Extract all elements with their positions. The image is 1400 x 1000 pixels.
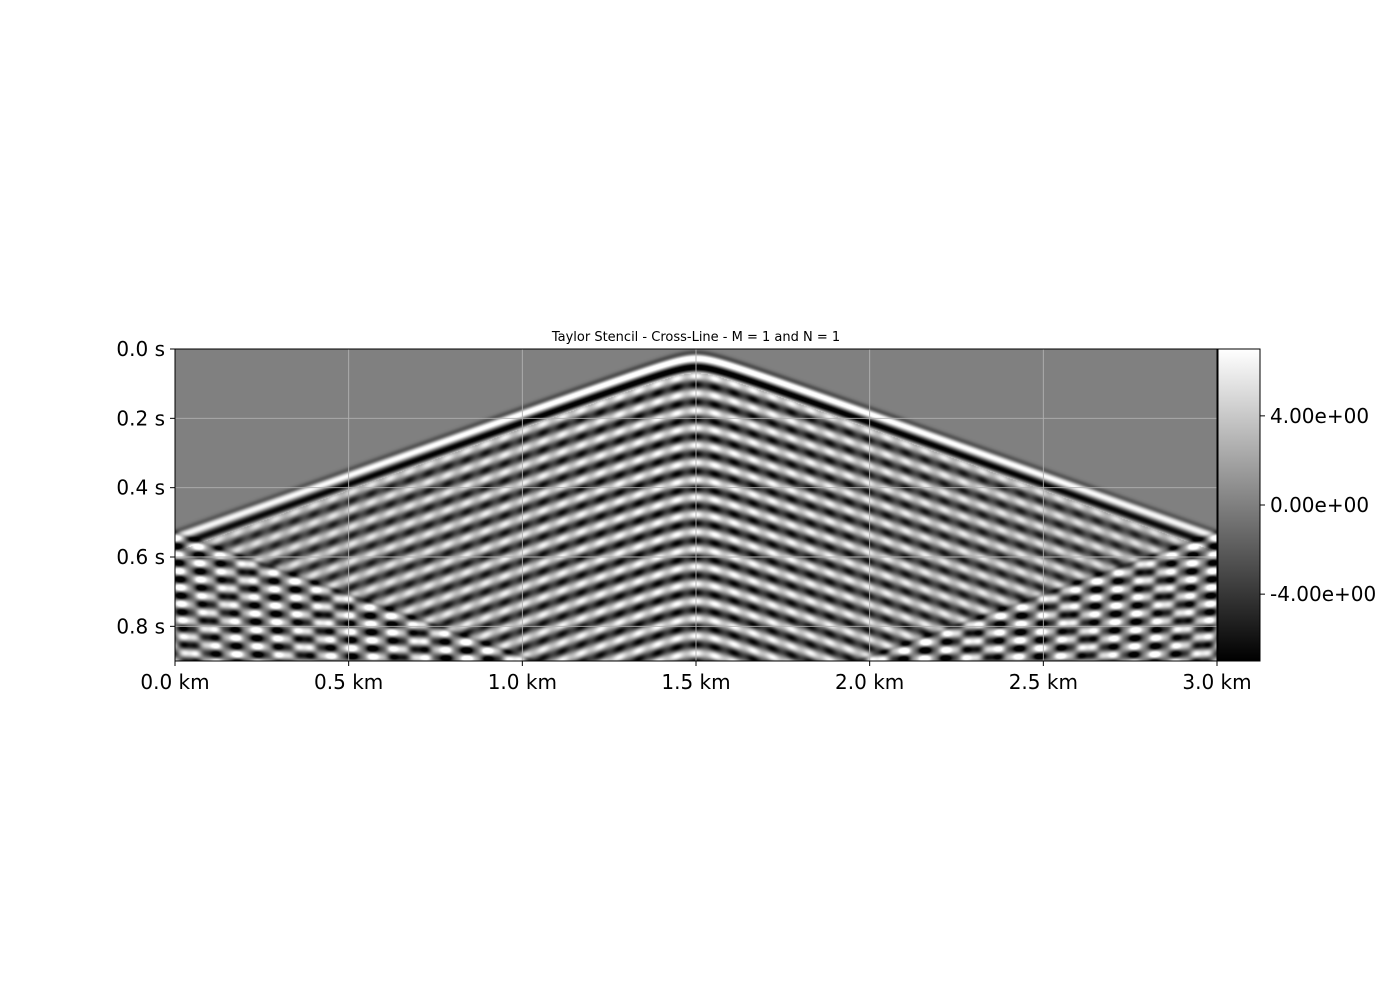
colorbar: 4.00e+00 0.00e+00 -4.00e+00	[1217, 348, 1376, 662]
x-tick-label: 2.0 km	[835, 670, 904, 694]
x-tick-label: 1.0 km	[488, 670, 557, 694]
y-tick-label: 0.0 s	[116, 337, 165, 361]
y-tick-label: 0.8 s	[116, 614, 165, 638]
colorbar-ticks: 4.00e+00 0.00e+00 -4.00e+00	[1260, 404, 1376, 606]
colorbar-tick-label: 4.00e+00	[1270, 404, 1369, 428]
colorbar-tick-label: 0.00e+00	[1270, 493, 1369, 517]
x-tick-label: 0.0 km	[140, 670, 209, 694]
y-tick-label: 0.6 s	[116, 545, 165, 569]
chart-title: Taylor Stencil - Cross-Line - M = 1 and …	[551, 330, 840, 345]
x-tick-label: 3.0 km	[1182, 670, 1251, 694]
y-tick-label: 0.4 s	[116, 476, 165, 500]
colorbar-gradient	[1217, 348, 1261, 662]
x-tick-label: 1.5 km	[661, 670, 730, 694]
x-tick-label: 0.5 km	[314, 670, 383, 694]
x-tick-label: 2.5 km	[1009, 670, 1078, 694]
plot-area	[174, 348, 1218, 662]
y-axis: 0.0 s 0.2 s 0.4 s 0.6 s 0.8 s	[116, 337, 175, 638]
x-axis: 0.0 km 0.5 km 1.0 km 1.5 km 2.0 km 2.5 km 3.0 …	[140, 661, 1252, 694]
colorbar-tick-label: -4.00e+00	[1270, 582, 1376, 606]
y-tick-label: 0.2 s	[116, 406, 165, 430]
